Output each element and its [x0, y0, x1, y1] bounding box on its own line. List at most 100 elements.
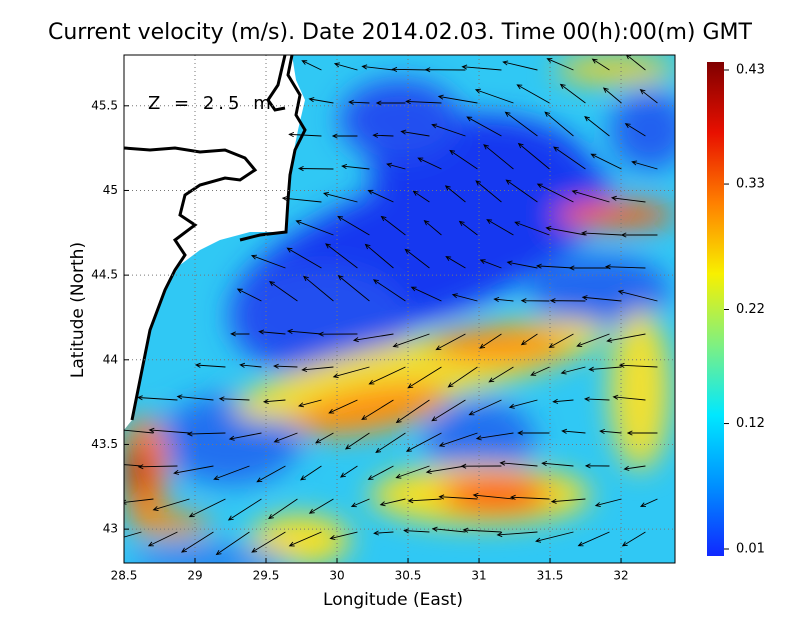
velocity-arrow	[228, 432, 262, 441]
velocity-arrow	[505, 179, 538, 203]
velocity-arrow	[639, 498, 658, 507]
velocity-arrow	[375, 432, 406, 453]
y-axis-label: Latitude (North)	[68, 242, 88, 378]
velocity-arrow	[297, 166, 334, 172]
velocity-arrow	[516, 84, 550, 104]
velocity-arrow	[352, 333, 394, 343]
velocity-arrow	[431, 123, 466, 137]
grid	[124, 55, 675, 563]
velocity-arrow	[552, 398, 574, 404]
velocity-arrow	[541, 461, 574, 467]
velocity-arrow	[288, 531, 322, 547]
x-tick-label: 29.5	[253, 569, 280, 583]
x-tick-label: 31.5	[537, 569, 564, 583]
velocity-arrow	[136, 395, 178, 401]
velocity-arrow	[553, 146, 586, 170]
velocity-arrow	[367, 465, 394, 480]
velocity-arrow	[594, 498, 622, 508]
velocity-arrow	[215, 531, 250, 556]
chart-title: Current velocity (m/s). Date 2014.02.03.…	[48, 20, 753, 45]
velocity-arrow	[479, 333, 502, 349]
velocity-arrow	[488, 366, 514, 383]
velocity-arrows	[124, 55, 658, 556]
velocity-arrow	[404, 248, 430, 269]
velocity-arrow	[329, 531, 358, 540]
velocity-arrow	[286, 247, 322, 269]
colorbar-tick-label: 0.12	[736, 416, 765, 431]
x-tick-label: 28.5	[111, 569, 138, 583]
velocity-arrow	[317, 331, 358, 337]
velocity-arrow	[584, 116, 610, 137]
velocity-arrow	[639, 89, 658, 104]
depth-annotation: Z = 2.5 m	[148, 93, 275, 114]
velocity-arrow	[333, 62, 358, 71]
velocity-arrow	[295, 220, 334, 236]
x-tick-label: 30	[329, 569, 344, 583]
velocity-arrow	[337, 275, 370, 302]
velocity-arrow	[124, 429, 154, 434]
velocity-arrow	[367, 189, 394, 203]
velocity-arrow	[258, 329, 286, 335]
velocity-arrow	[577, 531, 610, 547]
velocity-arrow	[368, 366, 406, 385]
velocity-arrow	[395, 465, 430, 479]
velocity-arrow	[612, 394, 646, 401]
velocity-arrow	[431, 526, 466, 533]
velocity-arrow	[424, 67, 466, 73]
velocity-arrow	[251, 531, 286, 553]
velocity-arrow	[530, 366, 550, 376]
colorbar-tick-label: 0.33	[736, 177, 765, 192]
velocity-arrow	[444, 185, 466, 203]
colorbar	[707, 62, 724, 556]
velocity-arrow	[623, 465, 646, 471]
velocity-arrow	[273, 363, 298, 369]
velocity-arrow	[322, 191, 358, 203]
y-tick-label: 45	[103, 183, 118, 197]
velocity-arrow	[361, 64, 394, 71]
velocity-arrow	[438, 432, 478, 447]
velocity-arrow	[391, 66, 430, 72]
velocity-arrow	[620, 232, 658, 238]
velocity-arrow	[400, 129, 430, 137]
velocity-arrow	[281, 195, 322, 203]
velocity-arrow	[571, 189, 610, 203]
velocity-arrow	[301, 366, 334, 373]
velocity-arrow	[423, 219, 442, 236]
velocity-arrow	[176, 394, 214, 401]
velocity-arrow	[468, 399, 502, 416]
velocity-arrow	[617, 289, 658, 302]
velocity-arrow	[325, 243, 358, 269]
velocity-arrow	[548, 333, 574, 348]
velocity-arrow	[380, 215, 406, 236]
velocity-arrow	[194, 362, 226, 368]
velocity-arrow	[520, 298, 550, 304]
y-tick-label: 43	[103, 522, 118, 536]
velocity-arrow	[407, 366, 442, 389]
velocity-arrow	[437, 94, 478, 104]
velocity-arrow	[520, 333, 538, 346]
velocity-arrow	[435, 333, 466, 351]
velocity-arrow	[550, 498, 586, 504]
velocity-arrow	[474, 88, 514, 104]
velocity-arrow	[479, 259, 502, 269]
velocity-arrow	[395, 399, 430, 424]
velocity-arrow	[606, 333, 646, 343]
velocity-arrow	[431, 399, 466, 422]
velocity-arrow	[147, 531, 178, 547]
velocity-arrow	[568, 265, 610, 271]
y-tick-label: 44.5	[91, 268, 118, 282]
velocity-arrow	[508, 399, 538, 409]
velocity-arrow	[173, 465, 214, 475]
velocity-arrow	[514, 221, 550, 236]
velocity-arrow	[517, 430, 550, 436]
velocity-arrow	[288, 132, 322, 138]
velocity-arrow	[180, 531, 214, 553]
colorbar-tick-label: 0.22	[736, 302, 765, 317]
velocity-arrow	[458, 220, 478, 236]
velocity-arrow	[372, 279, 406, 302]
velocity-arrow	[486, 219, 514, 236]
velocity-arrow	[499, 460, 538, 467]
y-tick-label: 44	[103, 352, 118, 366]
